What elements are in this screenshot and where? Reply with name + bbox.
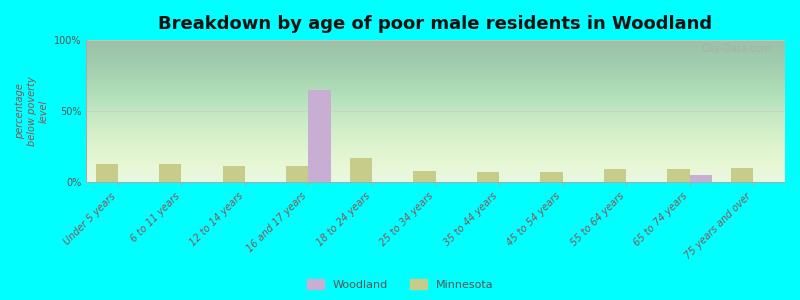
Bar	[690, 175, 712, 182]
Bar	[414, 171, 435, 182]
Legend: Woodland, Minnesota: Woodland, Minnesota	[302, 275, 498, 294]
Bar	[309, 90, 330, 182]
Bar	[286, 167, 309, 182]
Title: Breakdown by age of poor male residents in Woodland: Breakdown by age of poor male residents …	[158, 15, 713, 33]
Text: City-Data.com: City-Data.com	[702, 44, 771, 54]
Bar	[350, 158, 372, 182]
Bar	[667, 169, 690, 182]
Bar	[159, 164, 182, 182]
Bar	[731, 168, 754, 182]
Bar	[477, 172, 499, 182]
Bar	[604, 169, 626, 182]
Bar	[96, 164, 118, 182]
Y-axis label: percentage
below poverty
level: percentage below poverty level	[15, 76, 48, 146]
Bar	[222, 167, 245, 182]
Bar	[540, 172, 562, 182]
